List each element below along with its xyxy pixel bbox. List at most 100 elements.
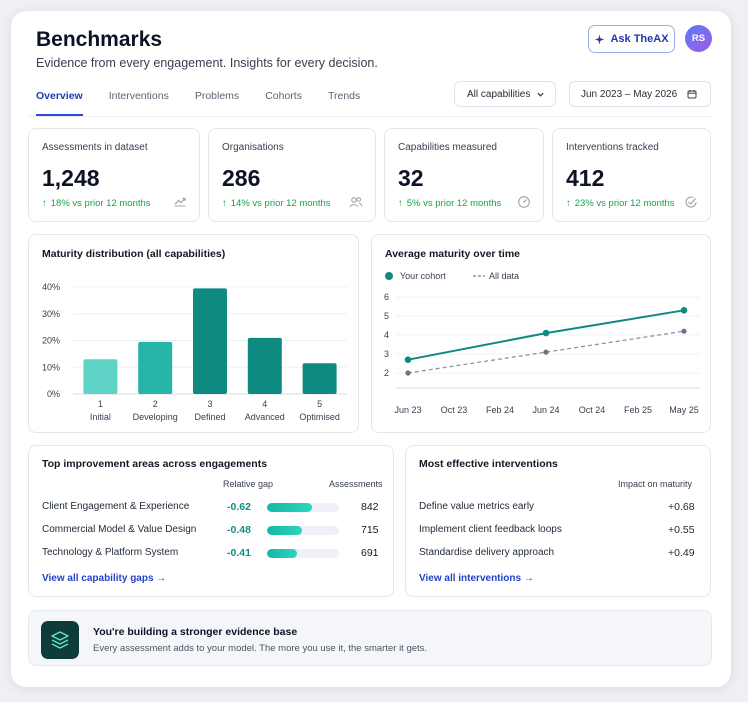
kpi-delta-text: 14% vs prior 12 months	[230, 198, 331, 209]
kpi-value: 412	[566, 165, 605, 191]
date-range-picker[interactable]: Jun 2023 – May 2026	[569, 81, 711, 107]
cohort-point	[404, 356, 412, 363]
y-tick-label: 20%	[42, 336, 60, 346]
assessment-count: 842	[361, 501, 379, 513]
kpi-delta: ↑ 18% vs prior 12 months	[42, 198, 151, 209]
y-tick-label: 0%	[47, 389, 60, 399]
tab-interventions[interactable]: Interventions	[108, 90, 169, 102]
view-capability-gaps-link[interactable]: View all capability gaps →	[42, 573, 167, 584]
chevron-down-icon	[537, 92, 545, 97]
tab-overview[interactable]: Overview	[36, 90, 83, 116]
gap-column-header: Relative gap	[223, 479, 274, 489]
kpi-delta-text: 5% vs prior 12 months	[406, 198, 502, 209]
x-tick-label: Defined	[194, 412, 225, 422]
x-tick-label: Optimised	[299, 412, 340, 422]
gaps-title: Top improvement areas across engagements	[42, 458, 268, 470]
all-data-point	[681, 328, 687, 334]
x-tick-label: Feb 25	[624, 405, 652, 415]
page-subtitle: Evidence from every engagement. Insights…	[36, 56, 378, 70]
y-tick-label: 30%	[42, 309, 60, 319]
arrow-up-icon: ↑	[42, 198, 47, 209]
bar	[138, 341, 173, 394]
tab-cohorts[interactable]: Cohorts	[265, 90, 302, 102]
kpi-delta-text: 18% vs prior 12 months	[50, 198, 151, 209]
kpi-label: Organisations	[222, 142, 284, 153]
gap-value: -0.62	[227, 501, 251, 513]
gap-value: -0.41	[227, 547, 251, 559]
sparkle-icon	[595, 33, 605, 45]
all-data-point	[405, 370, 411, 376]
calendar-icon	[687, 90, 697, 99]
date-range-value: Jun 2023 – May 2026	[581, 88, 678, 100]
tab-bar: Overview Interventions Problems Cohorts …	[36, 90, 386, 116]
all-data-series-line	[407, 330, 685, 374]
kpi-card-organisations: Organisations 286 ↑ 14% vs prior 12 month…	[208, 128, 376, 222]
assessment-count: 691	[361, 547, 379, 559]
y-tick-label: 3	[384, 349, 389, 359]
capabilities-select[interactable]: All capabilities	[454, 81, 556, 107]
x-tick-label: Oct 24	[579, 405, 606, 415]
legend-cohort-label: Your cohort	[400, 271, 446, 281]
kpi-card-interventions: Interventions tracked 412 ↑ 23% vs prior …	[552, 128, 711, 222]
kpi-value: 286	[222, 165, 261, 191]
users-icon	[349, 197, 363, 208]
arrow-up-icon: ↑	[566, 198, 571, 209]
legend-all-label: All data	[489, 271, 519, 281]
y-tick-label: 10%	[42, 362, 60, 372]
y-tick-label: 2	[384, 368, 389, 378]
capabilities-select-value: All capabilities	[467, 88, 531, 100]
gap-bar	[267, 526, 339, 535]
check-circle-icon	[685, 196, 697, 208]
x-tick-number: 5	[317, 399, 322, 409]
impact-value: +0.55	[668, 524, 695, 536]
kpi-delta-text: 23% vs prior 12 months	[574, 198, 675, 209]
x-tick-label: Initial	[90, 412, 111, 422]
x-tick-label: Developing	[133, 412, 178, 422]
gap-bar	[267, 503, 339, 512]
legend-cohort-marker	[385, 272, 393, 280]
assessments-column-header: Assessments	[329, 479, 383, 489]
intervention-label: Standardise delivery approach	[419, 547, 555, 558]
bar	[83, 359, 118, 394]
x-tick-label: Feb 24	[486, 405, 514, 415]
all-data-point	[543, 349, 549, 355]
trend-up-icon	[174, 197, 186, 207]
kpi-value: 32	[398, 165, 424, 191]
maturity-distribution-chart: 0% 10% 20% 30% 40% 1 Initial 2 Developing 3 Define…	[42, 282, 347, 422]
interventions-title: Most effective interventions	[419, 458, 558, 470]
x-tick-label: May 25	[669, 405, 699, 415]
y-tick-label: 4	[384, 330, 389, 340]
y-tick-label: 5	[384, 311, 389, 321]
maturity-trend-card: Average maturity over time Your cohort Al…	[371, 234, 711, 433]
trend-title: Average maturity over time	[385, 248, 520, 260]
maturity-distribution-card: Maturity distribution (all capabilities)…	[28, 234, 359, 433]
y-tick-label: 6	[384, 292, 389, 302]
evidence-banner: You're building a stronger evidence base…	[28, 610, 712, 666]
kpi-card-assessments: Assessments in dataset 1,248 ↑ 18% vs pri…	[28, 128, 200, 222]
x-tick-label: Jun 24	[532, 405, 559, 415]
impact-column-header: Impact on maturity	[618, 479, 693, 489]
tab-problems[interactable]: Problems	[194, 90, 240, 102]
y-tick-label: 40%	[42, 282, 60, 292]
cohort-point	[680, 307, 688, 314]
assessment-count: 715	[361, 524, 379, 536]
tab-trends[interactable]: Trends	[327, 90, 361, 102]
layers-icon	[41, 621, 79, 659]
gauge-icon	[518, 196, 530, 208]
ask-theax-button[interactable]: Ask TheAX	[588, 25, 675, 53]
effective-interventions-card: Most effective interventions Impact on m…	[405, 445, 711, 597]
x-tick-number: 4	[262, 399, 267, 409]
view-interventions-link[interactable]: View all interventions →	[419, 573, 534, 584]
bar	[193, 288, 227, 394]
avatar[interactable]: RS	[685, 25, 712, 52]
banner-title: You're building a stronger evidence base	[93, 626, 298, 638]
kpi-card-capabilities: Capabilities measured 32 ↑ 5% vs prior 12…	[384, 128, 544, 222]
arrow-up-icon: ↑	[222, 198, 227, 209]
gap-value: -0.48	[227, 524, 251, 536]
x-tick-number: 1	[98, 399, 103, 409]
kpi-label: Interventions tracked	[566, 142, 659, 153]
kpi-delta: ↑ 5% vs prior 12 months	[398, 198, 501, 209]
gap-row-label: Commercial Model & Value Design	[42, 524, 197, 535]
kpi-value: 1,248	[42, 165, 100, 191]
x-tick-label: Oct 23	[441, 405, 468, 415]
